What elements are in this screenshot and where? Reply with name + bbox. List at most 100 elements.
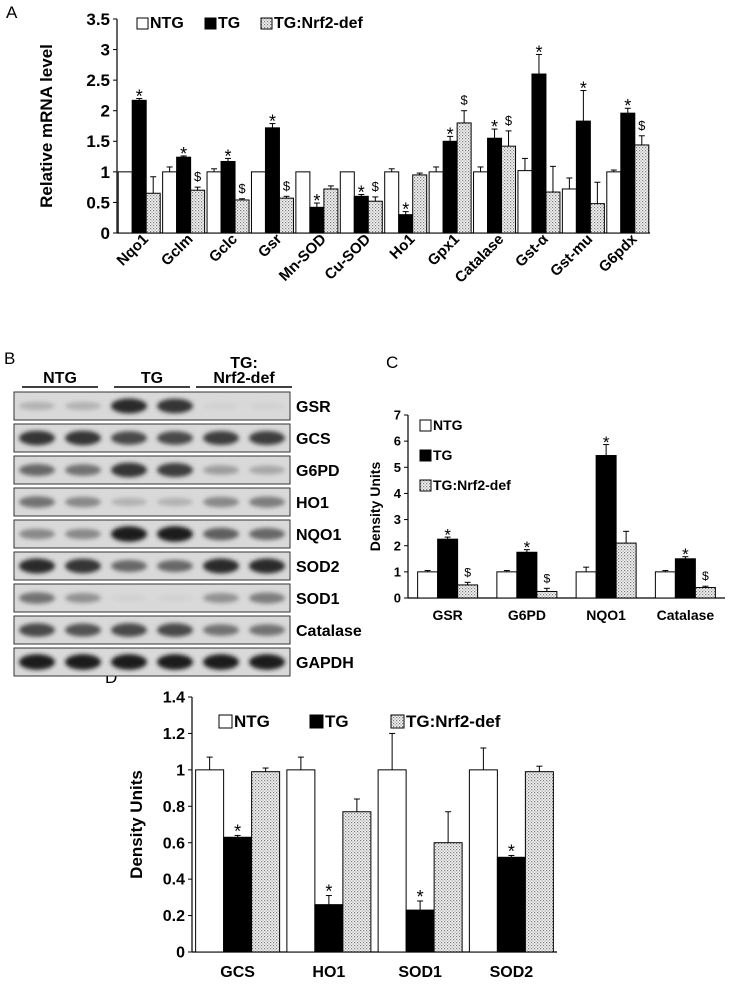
legend-swatch-a <box>136 17 149 30</box>
blot-band <box>111 398 147 414</box>
significance-star-c: * <box>524 538 531 557</box>
blot-band <box>249 558 285 574</box>
bar-a <box>517 170 533 234</box>
blot-row-frame <box>13 647 291 677</box>
blot-band <box>157 594 193 602</box>
y-tick-label-d: 1.4 <box>163 690 185 707</box>
significance-dollar-a: $ <box>505 113 512 128</box>
y-tick-label-d: 0 <box>176 945 185 962</box>
y-tick-label-a: 0 <box>101 224 110 243</box>
significance-dollar-c: $ <box>543 571 550 585</box>
blot-row-frame <box>13 519 291 549</box>
significance-star-a: * <box>491 117 498 137</box>
category-label-a: G6pdx <box>596 230 641 275</box>
y-tick-label-d: 1.2 <box>163 726 185 743</box>
bar-d <box>377 769 407 953</box>
legend-label-d: TG <box>325 712 349 731</box>
y-tick-label-c: 4 <box>394 486 402 501</box>
category-label-d: GCS <box>220 964 255 981</box>
y-tick-label-a: 1.5 <box>86 132 110 151</box>
significance-dollar-a: $ <box>372 179 379 194</box>
blot-band <box>19 464 55 476</box>
chart-c-density: 0 1 2 3 4 5 6 7 Density Units * $ GSR * $ G6PD * NQO1 * $ C… <box>367 408 725 623</box>
blot-band <box>203 527 239 541</box>
western-blot-panel: NTG TG TG: Nrf2-def GSR GCS G6PD HO1 NQO1 SOD… <box>13 355 362 677</box>
bar-d <box>251 771 281 953</box>
bar-a <box>162 171 178 234</box>
bar-a <box>278 197 294 234</box>
significance-star-a: * <box>624 96 631 116</box>
category-label-a: Mn-SOD <box>276 231 330 285</box>
y-tick-label-a: 2.5 <box>86 71 110 90</box>
blot-row-frame <box>13 423 291 453</box>
bar-a <box>501 145 517 234</box>
legend-label-c: TG:Nrf2-def <box>433 477 511 493</box>
blot-band <box>157 623 193 637</box>
bar-a <box>575 120 591 234</box>
legend-swatch-d <box>218 714 233 729</box>
y-tick-label-c: 0 <box>394 591 401 606</box>
bar-a <box>190 189 206 234</box>
blot-group-label-ntg: NTG <box>43 370 77 387</box>
bar-a <box>176 156 192 234</box>
bar-c <box>496 571 518 599</box>
y-tick-label-c: 5 <box>394 460 401 475</box>
significance-dollar-a: $ <box>194 169 201 184</box>
bar-c <box>575 571 597 599</box>
blot-band <box>111 526 147 542</box>
blot-band <box>203 654 239 670</box>
blot-band <box>249 465 285 475</box>
legend-swatch-d <box>390 714 405 729</box>
blot-group-label-nrf2-line2: Nrf2-def <box>213 370 275 387</box>
blot-band <box>19 528 55 540</box>
blot-band <box>157 497 193 507</box>
bar-a <box>561 188 577 234</box>
blot-band <box>19 623 55 637</box>
significance-star-d: * <box>508 841 515 861</box>
y-tick-label-d: 0.6 <box>163 835 185 852</box>
bar-c <box>457 584 479 599</box>
blot-band <box>65 464 101 476</box>
significance-star-a: * <box>402 200 409 220</box>
blot-group-label-nrf2-line1: TG: <box>230 355 258 372</box>
bar-c <box>615 542 637 599</box>
blot-band <box>19 592 55 604</box>
bar-a <box>367 200 383 234</box>
bar-a <box>339 171 355 234</box>
bar-a <box>428 171 444 234</box>
y-axis-label-d: Density Units <box>127 770 146 879</box>
bar-a <box>606 171 622 234</box>
bar-d <box>496 856 526 953</box>
blot-band <box>157 654 193 670</box>
blot-band <box>65 558 101 574</box>
bar-a <box>384 171 400 234</box>
category-label-a: Catalase <box>452 231 508 287</box>
bar-d <box>223 836 253 953</box>
y-tick-label-a: 1 <box>101 163 110 182</box>
blot-row-frame <box>13 455 291 485</box>
y-tick-label-a: 3.5 <box>86 10 110 29</box>
y-axis-label-c: Density Units <box>367 462 383 552</box>
blot-row-frame <box>13 551 291 581</box>
blot-band <box>111 654 147 670</box>
bar-c <box>417 571 439 599</box>
y-tick-label-d: 0.4 <box>163 872 185 889</box>
blot-band <box>249 654 285 670</box>
blot-band <box>65 623 101 637</box>
significance-star-a: * <box>269 111 276 131</box>
y-tick-label-c: 1 <box>394 564 401 579</box>
category-label-c: G6PD <box>508 607 546 623</box>
significance-dollar-c: $ <box>702 569 709 583</box>
blot-band <box>157 463 193 477</box>
legend-label-a: TG:Nrf2-def <box>274 15 364 32</box>
blot-band <box>203 624 239 636</box>
significance-star-c: * <box>682 545 689 564</box>
y-tick-label-c: 3 <box>394 512 401 527</box>
category-label-a: Gpx1 <box>424 231 463 270</box>
legend-label-a: TG <box>218 15 240 32</box>
category-label-d: HO1 <box>312 964 345 981</box>
bar-c <box>595 455 617 599</box>
blot-row-label: SOD2 <box>296 559 340 576</box>
bar-a <box>264 127 280 234</box>
bar-a <box>250 171 266 234</box>
